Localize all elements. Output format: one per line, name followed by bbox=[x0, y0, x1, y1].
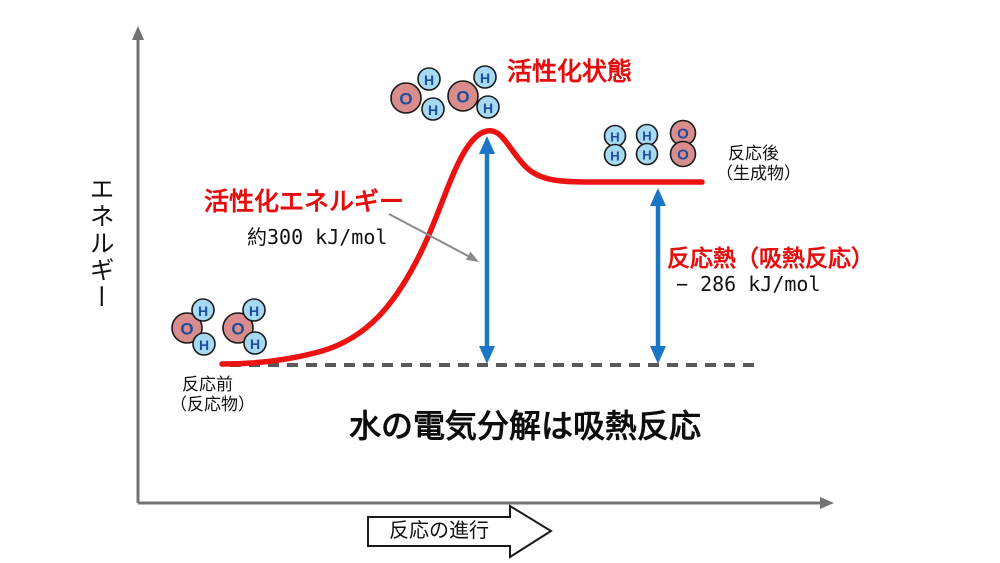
oxygen-molecule: O O bbox=[669, 119, 697, 168]
atom-label-h: H bbox=[483, 100, 493, 116]
atom-label-o: O bbox=[231, 320, 244, 339]
atom-label-h: H bbox=[198, 303, 208, 319]
hydrogen-atom bbox=[243, 331, 267, 355]
atom-label-h: H bbox=[610, 130, 619, 145]
atom-label-o: O bbox=[677, 126, 689, 143]
hydrogen-atom bbox=[417, 67, 441, 91]
hydrogen-atom bbox=[421, 97, 445, 121]
oxygen-atom bbox=[171, 312, 203, 344]
water-molecule-peak-2: O H H bbox=[447, 65, 500, 119]
atom-label-h: H bbox=[428, 102, 438, 118]
reaction-heat-arrow bbox=[650, 188, 666, 364]
x-axis-label: 反応の進行 bbox=[389, 520, 489, 542]
activated-state-label: 活性化状態 bbox=[507, 58, 633, 86]
water-molecule-peak-1: O H H bbox=[390, 67, 445, 121]
hydrogen-atom bbox=[191, 298, 215, 322]
atom-label-h: H bbox=[199, 337, 209, 353]
activation-energy-arrow bbox=[479, 136, 495, 364]
energy-curve bbox=[219, 128, 705, 367]
hydrogen-atom bbox=[242, 298, 266, 322]
x-axis bbox=[138, 497, 834, 509]
atom-label-h: H bbox=[480, 70, 490, 86]
x-axis-arrowhead bbox=[820, 497, 834, 509]
main-caption: 水の電気分解は吸熱反応 bbox=[349, 408, 702, 444]
oxygen-atom bbox=[222, 312, 254, 344]
atom-label-o: O bbox=[456, 88, 469, 107]
after-reaction-line2: （生成物） bbox=[716, 164, 801, 183]
hydrogen-atom bbox=[476, 95, 500, 119]
reaction-heat-label: 反応熱（吸熱反応） bbox=[667, 245, 874, 271]
before-reaction-line2: （反応物） bbox=[170, 395, 255, 414]
atom-label-h: H bbox=[642, 129, 651, 144]
atom-label-o: O bbox=[677, 147, 689, 164]
after-reaction-label: 反応後 （生成物） bbox=[716, 144, 801, 184]
y-axis bbox=[132, 26, 144, 503]
oxygen-atom bbox=[669, 140, 697, 168]
atom-label-h: H bbox=[249, 303, 259, 319]
hydrogen-molecule-2: H H bbox=[635, 123, 659, 166]
oxygen-atom bbox=[390, 82, 422, 114]
water-molecule-reactant-2: O H H bbox=[222, 298, 267, 355]
y-axis-arrowhead bbox=[132, 26, 144, 40]
before-reaction-line1: 反応前 bbox=[182, 375, 233, 394]
hydrogen-atom bbox=[473, 65, 497, 89]
hydrogen-atom bbox=[603, 143, 627, 167]
atom-label-h: H bbox=[642, 148, 651, 163]
atom-label-o: O bbox=[399, 90, 412, 109]
before-reaction-label: 反応前 （反応物） bbox=[170, 375, 255, 415]
reaction-heat-value: − 286 kJ/mol bbox=[676, 272, 821, 296]
activation-energy-label: 活性化エネルギー bbox=[204, 188, 405, 216]
pointer-arrow bbox=[388, 213, 479, 262]
atom-label-o: O bbox=[180, 320, 193, 339]
hydrogen-atom bbox=[192, 332, 216, 356]
atom-label-h: H bbox=[610, 149, 619, 164]
y-axis-label: エネルギー bbox=[86, 176, 114, 311]
activation-energy-value: 約300 kJ/mol bbox=[247, 225, 388, 249]
atom-label-h: H bbox=[424, 72, 434, 88]
water-molecule-reactant-1: O H H bbox=[171, 298, 216, 356]
progress-arrow-shape bbox=[367, 504, 553, 559]
hydrogen-molecule-1: H H bbox=[603, 124, 627, 167]
hydrogen-atom bbox=[635, 142, 659, 166]
atom-label-h: H bbox=[250, 336, 260, 352]
after-reaction-line1: 反応後 bbox=[728, 144, 779, 163]
oxygen-atom bbox=[447, 80, 479, 112]
